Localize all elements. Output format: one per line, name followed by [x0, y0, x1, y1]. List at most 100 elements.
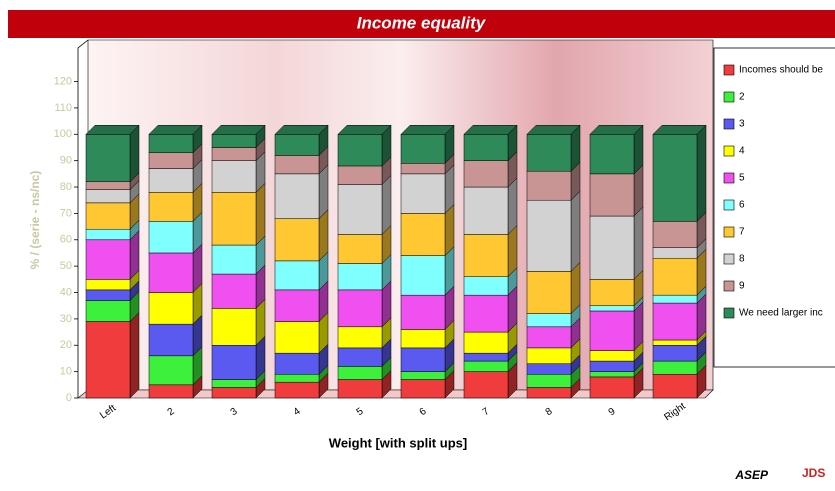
bar-segment — [526, 271, 572, 314]
bar-segment — [211, 160, 257, 193]
bar-segment — [211, 308, 257, 346]
bar-segment — [148, 168, 194, 193]
y-tick-label: 10 — [60, 366, 72, 378]
legend-label: 2 — [739, 92, 745, 103]
x-tick-label: 8 — [544, 406, 555, 418]
legend-swatch — [723, 118, 735, 130]
y-axis-label: % / (serie - ns/nc) — [28, 171, 42, 270]
bar-top — [337, 125, 392, 135]
bar-segment — [337, 134, 383, 167]
legend-swatch — [723, 199, 735, 211]
bar-segment — [400, 134, 446, 164]
legend-label: 6 — [739, 200, 745, 211]
bar-segment — [463, 276, 509, 296]
bar-top — [652, 125, 707, 135]
y-tick-label: 50 — [60, 260, 72, 272]
bar-segment — [337, 184, 383, 235]
bar-segment — [211, 147, 257, 161]
x-tick-label: 2 — [166, 406, 177, 418]
bar-segment — [463, 134, 509, 161]
bar-side — [696, 124, 707, 222]
legend-label: We need larger inc — [739, 308, 823, 319]
legend-swatch — [723, 307, 735, 319]
x-tick-label: 4 — [292, 406, 303, 418]
y-axis — [77, 39, 89, 398]
bar-top — [526, 125, 581, 135]
bar-segment — [589, 215, 635, 280]
legend-label: 9 — [739, 281, 745, 292]
bar-segment — [526, 387, 572, 399]
bar-segment — [589, 376, 635, 399]
bar-segment — [211, 379, 257, 388]
bar-segment — [400, 163, 446, 175]
bar-segment — [274, 289, 320, 322]
bar-segment — [463, 360, 509, 372]
legend-swatch — [723, 172, 735, 184]
chart-title: Income equality — [357, 13, 487, 32]
x-tick-label: 9 — [607, 406, 618, 418]
bar-segment — [337, 347, 383, 367]
bar-segment — [337, 263, 383, 291]
bar-segment — [652, 339, 698, 346]
bar-segment — [337, 165, 383, 185]
bar-segment — [337, 326, 383, 349]
title-bar — [8, 10, 835, 38]
bar-segment — [337, 366, 383, 380]
bar-segment — [148, 134, 194, 154]
bar-segment — [526, 134, 572, 172]
bar-segment — [85, 134, 131, 183]
bar-segment — [148, 152, 194, 169]
bar-segment — [652, 221, 698, 248]
logo-text: JDS — [802, 466, 825, 480]
bar-segment — [274, 374, 320, 383]
bar-side — [507, 177, 518, 236]
legend-swatch — [723, 253, 735, 265]
bar-side — [129, 311, 140, 399]
legend-swatch — [723, 226, 735, 238]
bar-segment — [589, 279, 635, 306]
x-axis-label: Weight [with split ups] — [329, 435, 467, 450]
bar-segment — [400, 371, 446, 380]
bar-top — [400, 125, 455, 135]
y-tick-label: 0 — [66, 392, 72, 404]
bar-top — [85, 125, 140, 135]
bar-segment — [148, 292, 194, 325]
bar-segment — [85, 321, 131, 399]
bar-segment — [652, 247, 698, 259]
bar-segment — [463, 352, 509, 362]
x-tick-label: 6 — [418, 406, 429, 418]
bar-segment — [211, 134, 257, 148]
legend-swatch — [723, 280, 735, 292]
bar-segment — [85, 289, 131, 301]
bar-segment — [85, 181, 131, 190]
bar-segment — [652, 374, 698, 399]
bar-segment — [589, 360, 635, 372]
bar-segment — [589, 134, 635, 175]
bar-segment — [211, 192, 257, 246]
bar-segment — [85, 189, 131, 204]
bar-segment — [148, 221, 194, 254]
bar-side — [381, 174, 392, 236]
bar-segment — [148, 323, 194, 357]
bar-segment — [274, 218, 320, 262]
legend-label: Incomes should be — [739, 65, 823, 76]
bar-segment — [337, 289, 383, 328]
y-tick-label: 80 — [60, 181, 72, 193]
bar-segment — [652, 360, 698, 375]
bar-segment — [211, 387, 257, 399]
y-tick-label: 90 — [60, 155, 72, 167]
bar-segment — [337, 379, 383, 399]
y-tick-label: 70 — [60, 207, 72, 219]
bar-segment — [400, 329, 446, 349]
bar-segment — [589, 371, 635, 378]
bar-segment — [274, 260, 320, 291]
bar-segment — [652, 294, 698, 304]
bar-segment — [211, 244, 257, 275]
bar-segment — [400, 213, 446, 256]
legend-label: 7 — [739, 227, 745, 238]
y-tick-label: 120 — [54, 75, 72, 87]
bar-top — [148, 125, 203, 135]
legend-swatch — [723, 91, 735, 103]
bar-segment — [274, 134, 320, 156]
